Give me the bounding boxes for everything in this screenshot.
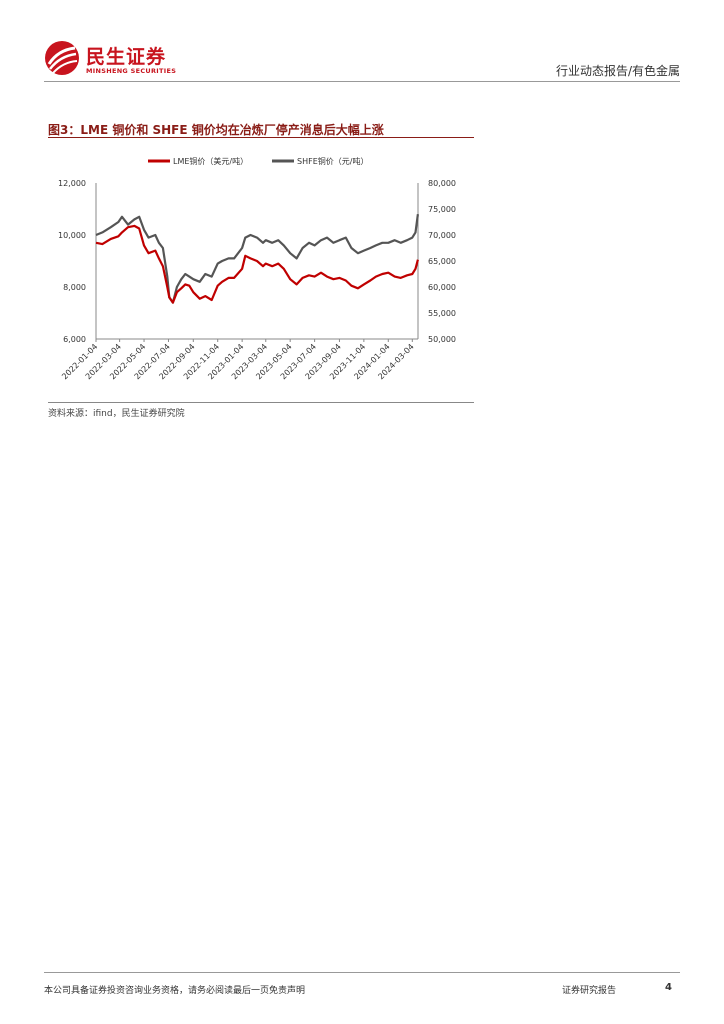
logo-chinese-text: 民生证券 (86, 46, 167, 68)
y-left-tick-label: 8,000 (63, 283, 86, 292)
header-divider (44, 81, 680, 82)
page-number: 4 (665, 982, 672, 993)
footer-disclaimer: 本公司具备证券投资咨询业务资格，请务必阅读最后一页免责声明 (44, 986, 306, 996)
y-left-tick-label: 10,000 (58, 231, 86, 240)
chart-canvas: LME铜价（美元/吨） SHFE铜价（元/吨） 6,000 8,000 10,000 1… (58, 156, 456, 381)
report-category: 行业动态报告/有色金属 (555, 64, 680, 78)
y-right-tick-label: 70,000 (428, 231, 456, 240)
figure-title-underline (48, 137, 474, 138)
chart-axes: 6,000 8,000 10,000 12,000 50,000 55,000 60,000… (58, 179, 456, 381)
y-right-tick-label: 60,000 (428, 283, 456, 292)
shfe-series-line (95, 214, 419, 304)
y-right-tick-label: 50,000 (428, 335, 456, 344)
y-right-tick-label: 65,000 (428, 257, 456, 266)
footer-divider (44, 972, 680, 973)
minsheng-logo-icon (45, 41, 79, 75)
chart-series (95, 214, 419, 304)
footer-report-type: 证券研究报告 (562, 986, 617, 996)
y-right-tick-label: 55,000 (428, 309, 456, 318)
legend-label: LME铜价（美元/吨） (173, 156, 248, 166)
lme-series-line (95, 224, 419, 304)
y-right-tick-label: 75,000 (428, 205, 456, 214)
y-left-tick-label: 6,000 (63, 335, 86, 344)
figure-source: 资料来源：ifind，民生证券研究院 (48, 409, 185, 419)
copper-price-chart: LME铜价（美元/吨） SHFE铜价（元/吨） 6,000 8,000 10,000 1… (48, 142, 474, 404)
chart-legend: LME铜价（美元/吨） SHFE铜价（元/吨） (148, 156, 368, 166)
y-left-tick-label: 12,000 (58, 179, 86, 188)
company-logo: 民生证券 MINSHENG SECURITIES (44, 40, 184, 80)
figure-title: 图3：LME 铜价和 SHFE 铜价均在冶炼厂停产消息后大幅上涨 (48, 123, 384, 137)
y-right-tick-label: 80,000 (428, 179, 456, 188)
logo-english-text: MINSHENG SECURITIES (86, 67, 177, 75)
legend-label: SHFE铜价（元/吨） (297, 156, 368, 166)
source-divider (48, 402, 474, 403)
